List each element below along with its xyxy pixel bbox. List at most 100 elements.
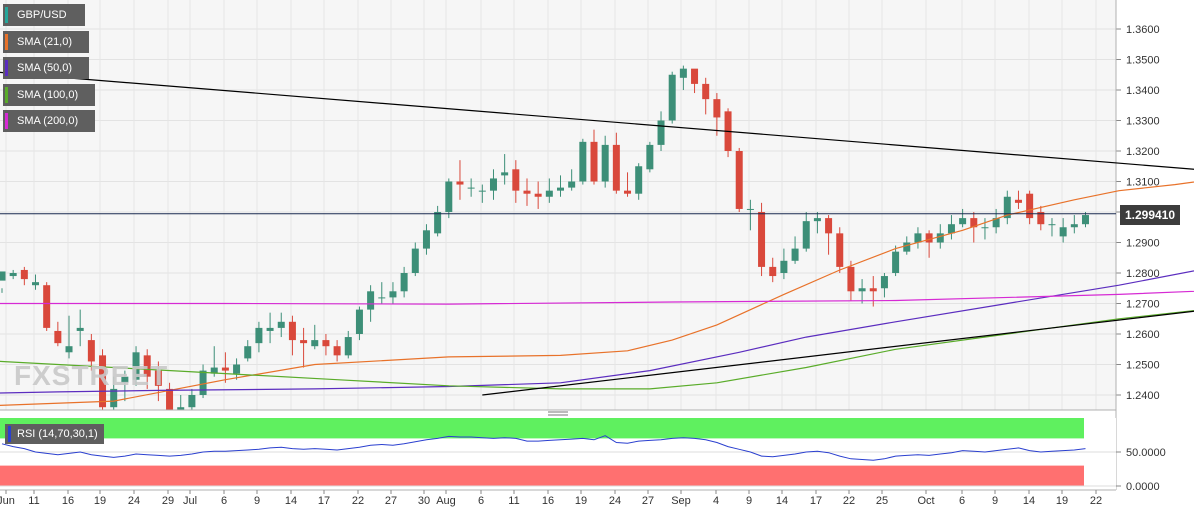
candle (959, 218, 967, 225)
x-tick-label: Sep (671, 495, 691, 507)
x-tick-label: 24 (609, 495, 621, 507)
candle (87, 340, 95, 362)
legend-item-gbpusd[interactable]: GBP/USD (3, 4, 85, 26)
moving-averages (0, 181, 1194, 406)
candle (288, 321, 296, 341)
x-tick-label: 14 (1023, 495, 1035, 507)
x-tick-label: 11 (28, 495, 39, 507)
candle (903, 242, 911, 252)
candle (99, 355, 107, 408)
trendline (0, 71, 1194, 170)
x-tick-label: Jun (0, 495, 15, 507)
candle (1081, 215, 1089, 225)
rsi-tick-label: 50.0000 (1126, 447, 1166, 459)
rsi-label[interactable]: RSI (14,70,30,1) (5, 424, 104, 444)
candle (501, 172, 509, 176)
candle (132, 352, 140, 380)
candle (489, 178, 497, 191)
candle (255, 327, 263, 344)
candle (277, 321, 285, 328)
x-tick-label: 27 (385, 495, 397, 507)
x-tick-label: 6 (478, 495, 484, 507)
candle (445, 181, 453, 212)
candle (300, 340, 308, 344)
candle (478, 190, 486, 192)
x-tick-label: 16 (62, 495, 74, 507)
candle (970, 218, 978, 228)
legend-swatch (5, 33, 8, 50)
candle (791, 248, 799, 261)
y-tick-label: 1.3600 (1126, 24, 1160, 36)
x-tick-label: 6 (221, 495, 227, 507)
candle (0, 271, 6, 281)
legend-swatch (8, 426, 11, 442)
candle (199, 370, 207, 395)
x-tick-label: 6 (959, 495, 965, 507)
candle (333, 346, 341, 356)
legend-swatch (5, 113, 8, 129)
candle (534, 193, 542, 197)
candle (601, 144, 609, 182)
legend-label: SMA (50,0) (17, 62, 73, 74)
x-axis: Jun 11 16 19 24 29 Jul 6 9 14 17 22 27 30 Aug 6 11 16 19 24… (0, 490, 1102, 507)
candle (713, 99, 721, 118)
candle (825, 218, 833, 234)
trendlines (0, 71, 1194, 396)
candle (1037, 212, 1045, 225)
candle (679, 68, 687, 78)
candle (858, 288, 866, 292)
x-tick-label: 25 (876, 495, 888, 507)
legend-swatch (5, 86, 8, 103)
axis-background (1116, 0, 1194, 513)
candle (512, 169, 520, 191)
x-tick-label: 22 (843, 495, 855, 507)
legend-label: SMA (100,0) (17, 88, 79, 101)
candle (54, 330, 62, 344)
candle (847, 266, 855, 292)
candle (76, 327, 84, 331)
candle (9, 273, 17, 277)
x-tick-label: 9 (254, 495, 260, 507)
candle (568, 181, 576, 188)
candle (32, 282, 40, 286)
candle (1048, 224, 1056, 226)
x-tick-label: 29 (162, 495, 174, 507)
rsi-label-text: RSI (14,70,30,1) (17, 428, 98, 440)
candle (121, 376, 129, 383)
legend-swatch (5, 7, 8, 23)
candle (869, 288, 877, 292)
legend-item-sma-100[interactable]: SMA (100,0) (3, 83, 95, 106)
candle (166, 388, 174, 410)
rsi-oversold-zone (0, 465, 1084, 486)
pane-resize-handle[interactable] (548, 411, 568, 416)
y-tick-label: 1.3100 (1126, 177, 1160, 189)
legend-item-sma-21[interactable]: SMA (21,0) (3, 30, 89, 53)
y-tick-label: 1.3500 (1126, 55, 1160, 67)
candle (579, 141, 587, 182)
legend-label: GBP/USD (17, 9, 67, 21)
y-tick-label: 1.2800 (1126, 268, 1160, 280)
legend-item-sma-200[interactable]: SMA (200,0) (3, 110, 95, 132)
x-tick-label: 27 (642, 495, 654, 507)
candle (1026, 193, 1034, 219)
y-tick-label: 1.2700 (1126, 299, 1160, 311)
legend-item-sma-50[interactable]: SMA (50,0) (3, 57, 89, 79)
x-tick-label: 22 (1090, 495, 1102, 507)
rsi-tick-label: 0.0000 (1126, 481, 1160, 493)
candle (389, 291, 397, 298)
candle (635, 166, 643, 194)
candle (1070, 224, 1078, 228)
candle (233, 364, 241, 374)
x-tick-label: Jul (183, 495, 197, 507)
chart-background (0, 0, 1116, 410)
x-tick-label: 19 (94, 495, 106, 507)
sma-line (0, 290, 1194, 305)
sma-line (0, 181, 1194, 406)
x-tick-label: 24 (128, 495, 140, 507)
x-tick-label: 14 (285, 495, 297, 507)
candle (244, 346, 252, 359)
candle (210, 367, 218, 374)
candle (646, 144, 654, 170)
fxstreet-watermark: FXSTREET (14, 360, 169, 391)
